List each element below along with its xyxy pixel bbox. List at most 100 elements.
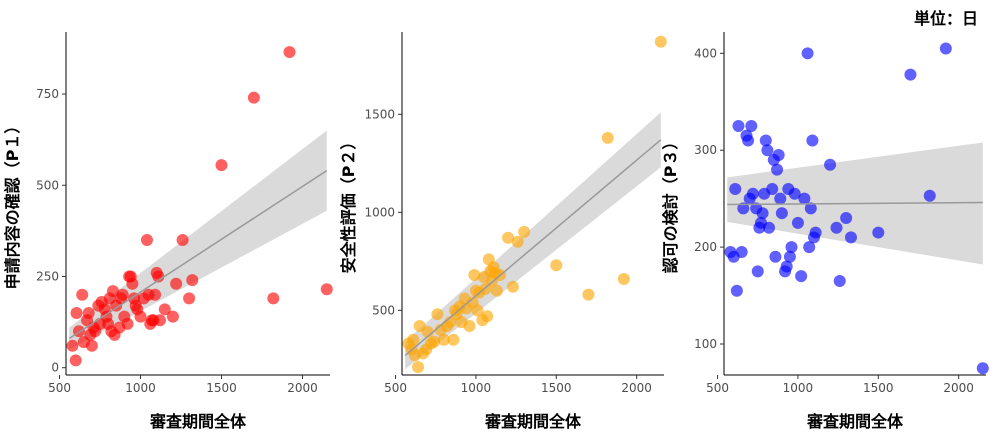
data-point	[186, 274, 199, 287]
data-point	[785, 241, 798, 254]
data-point	[283, 46, 296, 59]
x-axis-title: 審査期間全体	[149, 412, 247, 431]
data-point	[801, 47, 814, 60]
data-point	[601, 131, 614, 144]
y-tick-label: 250	[36, 269, 59, 283]
data-point	[407, 333, 420, 346]
data-point	[769, 250, 782, 263]
y-axis-title: 申請内容の確認（P１）	[3, 118, 22, 290]
data-point	[756, 207, 769, 220]
data-point	[140, 233, 153, 246]
data-point	[490, 284, 503, 297]
data-point	[215, 159, 228, 172]
data-point	[582, 288, 595, 301]
data-point	[737, 202, 750, 215]
x-tick-label: 2000	[287, 381, 318, 395]
data-point	[840, 212, 853, 225]
data-point	[735, 245, 748, 258]
x-tick-label: 1500	[206, 381, 237, 395]
data-point	[550, 259, 563, 272]
data-point	[809, 226, 822, 239]
data-point	[824, 158, 837, 171]
unit-note: 単位：日	[914, 9, 978, 28]
y-tick-label: 500	[372, 303, 395, 317]
data-point	[116, 288, 129, 301]
data-point	[939, 42, 952, 55]
data-point	[746, 187, 759, 200]
data-point	[183, 292, 196, 305]
y-tick-label: 1500	[364, 107, 395, 121]
data-point	[783, 250, 796, 263]
data-point	[437, 333, 450, 346]
data-point	[412, 361, 425, 374]
data-point	[428, 335, 441, 348]
data-point	[82, 306, 95, 319]
data-point	[774, 192, 787, 205]
x-tick-label: 1500	[863, 381, 894, 395]
data-point	[806, 134, 819, 147]
data-point	[468, 269, 481, 282]
data-point	[742, 134, 755, 147]
data-point	[923, 189, 936, 202]
data-point	[771, 163, 784, 176]
panel-2: 500 1000 1500 2000 500 1000 1500 審査期間全体 安全性評価（P２…	[339, 32, 667, 431]
data-point	[766, 182, 779, 195]
data-point	[791, 216, 804, 229]
x-tick-label: 500	[48, 381, 71, 395]
x-tick-label: 2000	[621, 381, 652, 395]
data-point	[66, 339, 79, 352]
x-tick-label: 2000	[943, 381, 974, 395]
data-point	[176, 233, 189, 246]
data-point	[471, 304, 484, 317]
data-point	[830, 221, 843, 234]
data-point	[247, 91, 260, 104]
data-point	[904, 68, 917, 81]
trend-line	[404, 139, 662, 356]
data-point	[506, 280, 519, 293]
data-point	[795, 270, 808, 283]
data-point	[126, 277, 139, 290]
data-point	[85, 339, 98, 352]
data-point	[780, 260, 793, 273]
data-point	[149, 288, 162, 301]
y-tick-label: 0	[51, 361, 59, 375]
data-point	[170, 277, 183, 290]
y-axis-title: 安全性評価（P２）	[339, 134, 358, 274]
y-tick-label: 1000	[364, 205, 395, 219]
y-tick-label: 300	[694, 143, 717, 157]
data-point	[166, 310, 179, 323]
data-point	[121, 317, 134, 330]
data-point	[763, 221, 776, 234]
data-point	[745, 119, 758, 132]
data-point	[153, 314, 166, 327]
data-point	[463, 320, 476, 332]
data-point	[69, 354, 82, 367]
y-tick-label: 200	[694, 240, 717, 254]
x-tick-label: 1000	[125, 381, 156, 395]
data-point	[833, 275, 846, 288]
data-point	[872, 226, 885, 239]
data-point	[729, 182, 742, 195]
panel-1: 500 1000 1500 2000 0 250 500 750 審査期間全体 申請内容の確認（P…	[3, 32, 333, 431]
data-point	[759, 134, 772, 147]
data-point	[431, 308, 444, 321]
y-axis-title: 認可の検討（P３）	[661, 134, 680, 274]
data-point	[775, 207, 788, 220]
trend-line	[727, 201, 983, 206]
x-tick-label: 1000	[783, 381, 814, 395]
x-tick-label: 1500	[541, 381, 572, 395]
y-tick-label: 100	[694, 337, 717, 351]
y-tick-label: 400	[694, 46, 717, 60]
data-point	[267, 292, 280, 305]
data-point	[803, 241, 816, 254]
data-point	[730, 284, 743, 297]
x-axis-title: 審査期間全体	[806, 412, 904, 431]
x-tick-label: 500	[706, 381, 729, 395]
data-point	[70, 306, 83, 319]
data-point	[511, 235, 524, 248]
data-point	[76, 288, 89, 301]
data-point	[788, 187, 801, 200]
data-point	[844, 231, 857, 244]
